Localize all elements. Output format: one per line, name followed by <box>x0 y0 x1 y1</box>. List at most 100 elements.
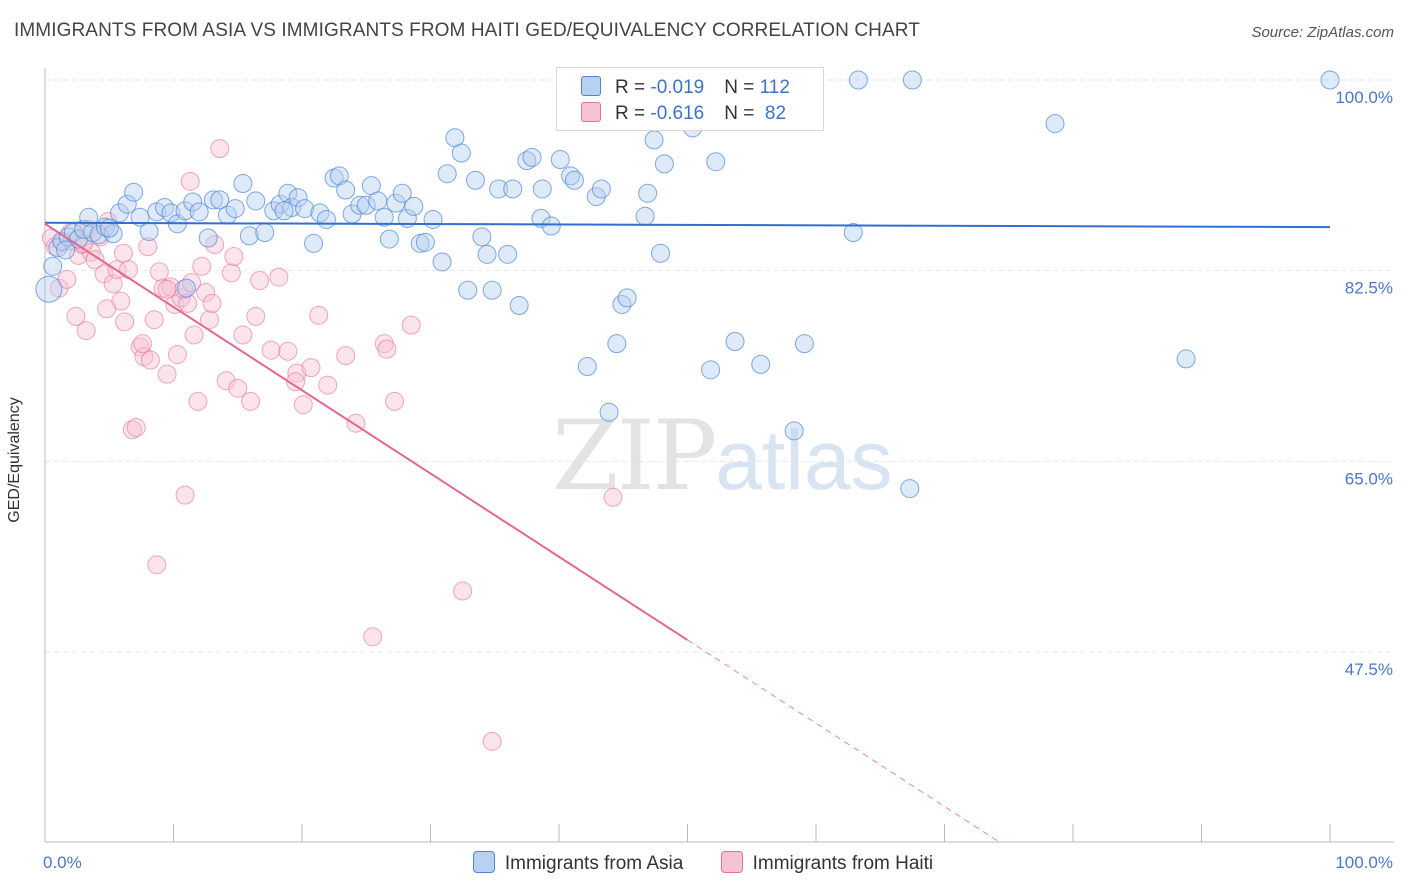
haiti-point-80 <box>318 375 338 395</box>
haiti-point-51 <box>246 306 266 326</box>
haiti-point-59 <box>309 305 329 325</box>
asia-point-112 <box>99 218 119 238</box>
asia-point-55 <box>397 208 417 228</box>
asia-point-65 <box>465 170 485 190</box>
asia-point-63 <box>451 143 471 163</box>
haiti-point-57 <box>293 395 313 415</box>
legend-item-asia[interactable]: Immigrants from Asia <box>472 851 683 875</box>
asia-trend-line <box>44 221 1331 229</box>
y-tick-label-3: 100.0% <box>1335 88 1393 107</box>
haiti-point-25 <box>138 237 158 257</box>
asia-point-76 <box>532 179 552 199</box>
legend-row-haiti: R = -0.616 N = 82 <box>581 102 786 126</box>
asia-point-91 <box>644 130 664 150</box>
correlation-legend: R = -0.019 N = 112 R = -0.616 N = 82 <box>556 67 824 131</box>
asia-point-50 <box>368 191 388 211</box>
haiti-point-52 <box>250 270 270 290</box>
asia-point-86 <box>612 294 632 314</box>
asia-n-value: 112 <box>759 77 790 98</box>
asia-point-1 <box>43 256 63 276</box>
asia-point-90 <box>638 183 658 203</box>
asia-point-17 <box>139 221 159 241</box>
haiti-point-40 <box>188 391 208 411</box>
haiti-point-58 <box>301 358 321 378</box>
haiti-point-70 <box>202 293 222 313</box>
asia-point-75 <box>531 208 551 228</box>
haiti-point-71 <box>157 279 177 299</box>
asia-point-27 <box>210 190 230 210</box>
legend-asia-swatch <box>472 851 495 873</box>
haiti-point-78 <box>133 334 153 354</box>
asia-point-26 <box>203 190 223 210</box>
haiti-point-55 <box>278 341 298 361</box>
asia-r-label: R = <box>615 77 651 98</box>
asia-point-12 <box>103 224 123 244</box>
asia-point-99 <box>751 354 771 374</box>
asia-points <box>35 70 1340 499</box>
haiti-point-28 <box>147 555 167 575</box>
asia-point-77 <box>541 216 561 236</box>
asia-point-87 <box>617 288 637 308</box>
trend-lines <box>44 221 1331 843</box>
asia-point-78 <box>550 150 570 170</box>
axes <box>44 68 1394 843</box>
haiti-points <box>41 139 623 751</box>
haiti-point-68 <box>482 731 502 751</box>
asia-point-42 <box>316 209 336 229</box>
asia-point-15 <box>124 182 144 202</box>
asia-point-39 <box>295 199 315 219</box>
haiti-point-46 <box>216 371 236 391</box>
haiti-point-43 <box>199 310 219 330</box>
asia-point-51 <box>374 207 394 227</box>
asia-point-61 <box>437 164 457 184</box>
asia-point-73 <box>517 151 537 171</box>
asia-point-70 <box>498 244 518 264</box>
asia-point-56 <box>404 196 424 216</box>
asia-point-8 <box>79 207 99 227</box>
asia-point-45 <box>336 180 356 200</box>
haiti-point-66 <box>401 315 421 335</box>
asia-point-68 <box>482 280 502 300</box>
legend-item-haiti[interactable]: Immigrants from Haiti <box>720 851 933 875</box>
haiti-point-60 <box>336 346 356 366</box>
haiti-n-label: N = <box>724 103 760 124</box>
asia-point-25 <box>198 228 218 248</box>
asia-point-80 <box>564 170 584 190</box>
asia-point-92 <box>651 243 671 263</box>
asia-point-105 <box>902 70 922 90</box>
asia-point-20 <box>161 203 181 223</box>
haiti-point-9 <box>76 321 96 341</box>
asia-point-81 <box>577 357 597 377</box>
asia-point-93 <box>654 154 674 174</box>
asia-point-0 <box>35 275 63 303</box>
asia-swatch <box>581 76 601 96</box>
asia-point-97 <box>706 152 726 172</box>
haiti-r-label: R = <box>615 103 651 124</box>
asia-point-59 <box>423 209 443 229</box>
asia-point-29 <box>225 199 245 219</box>
haiti-point-54 <box>269 267 289 287</box>
haiti-r-value: -0.616 <box>650 103 705 124</box>
asia-point-108 <box>1320 70 1340 90</box>
asia-point-107 <box>1176 349 1196 369</box>
haiti-point-16 <box>103 274 123 294</box>
asia-r-value: -0.019 <box>650 77 705 98</box>
haiti-point-62 <box>363 627 383 647</box>
y-tick-label-1: 65.0% <box>1345 469 1393 488</box>
asia-point-74 <box>522 147 542 167</box>
asia-point-60 <box>432 252 452 272</box>
y-tick-label-0: 47.5% <box>1345 660 1393 679</box>
asia-point-96 <box>701 360 721 380</box>
haiti-point-50 <box>241 391 261 411</box>
asia-point-67 <box>477 244 497 264</box>
haiti-point-75 <box>286 372 306 392</box>
haiti-point-6 <box>66 306 86 326</box>
asia-point-40 <box>304 233 324 253</box>
asia-point-85 <box>607 334 627 354</box>
asia-point-54 <box>392 183 412 203</box>
asia-point-113 <box>176 278 196 298</box>
haiti-swatch <box>581 102 601 122</box>
haiti-point-69 <box>603 487 623 507</box>
legend-row-asia: R = -0.019 N = 112 <box>581 76 790 100</box>
